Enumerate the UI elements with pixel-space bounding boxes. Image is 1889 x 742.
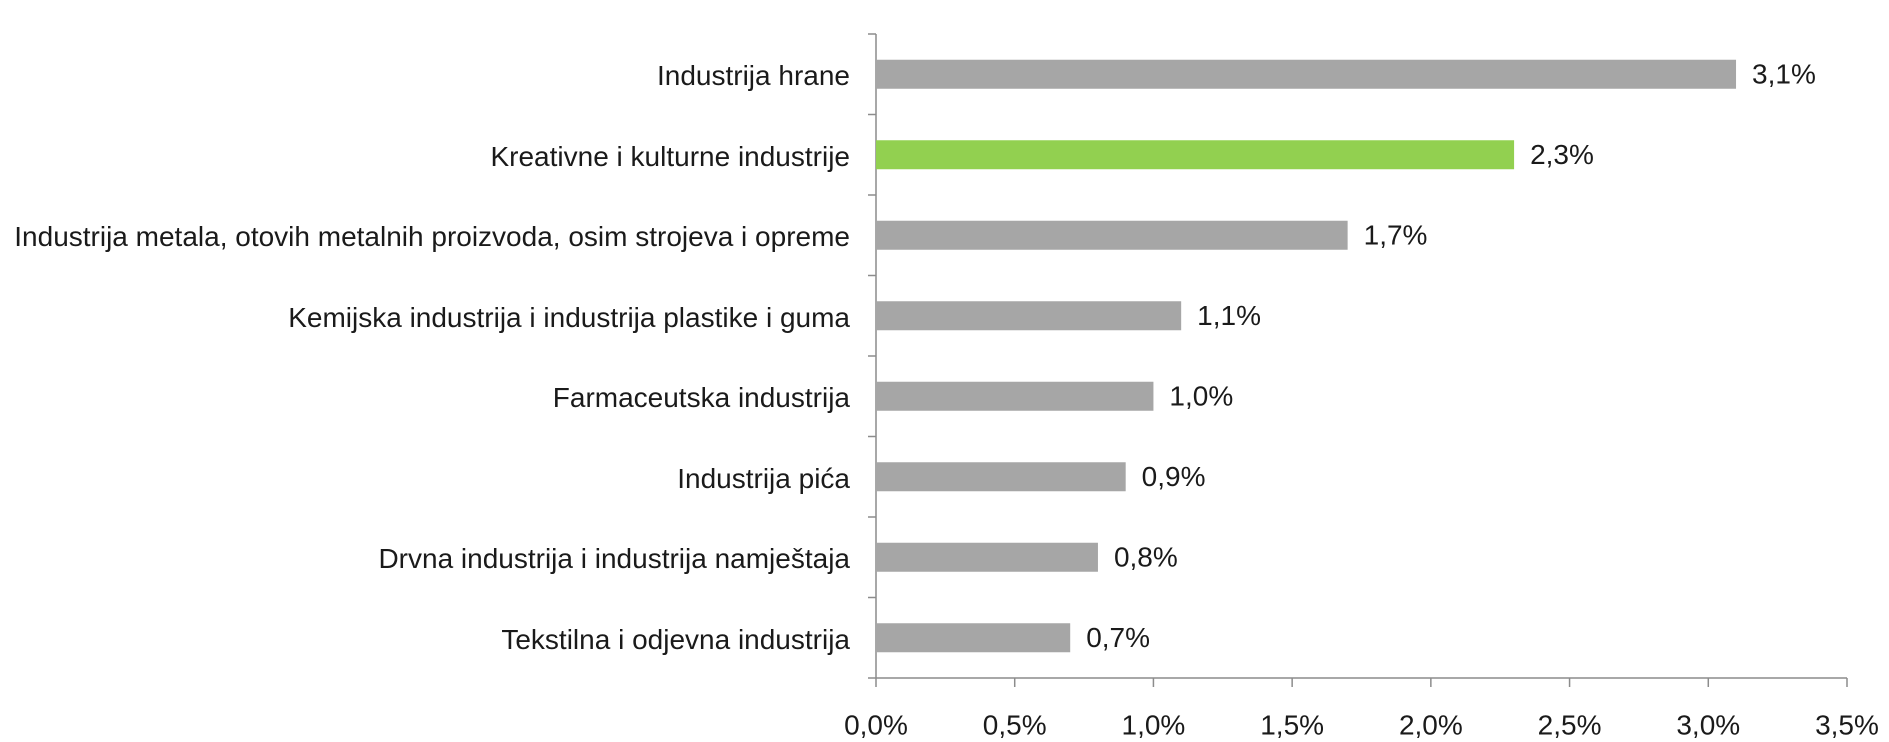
value-label: 0,9% — [1142, 461, 1206, 492]
category-label: Kreativne i kulturne industrije — [490, 140, 850, 172]
bar — [876, 462, 1126, 492]
x-tick-label: 3,5% — [1815, 709, 1879, 740]
category-label: Industrija hrane — [656, 60, 850, 92]
category-label: Drvna industrija i industrija namještaja — [378, 543, 850, 575]
bar — [876, 623, 1071, 653]
category-label: Kemijska industrija i industrija plastik… — [288, 301, 850, 333]
bar — [876, 542, 1098, 572]
value-label: 1,1% — [1197, 300, 1261, 331]
category-label: Tekstilna i odjevna industrija — [501, 623, 850, 655]
value-label: 2,3% — [1530, 139, 1594, 170]
x-tick-label: 2,5% — [1538, 709, 1602, 740]
value-label: 3,1% — [1752, 59, 1816, 90]
category-label: Farmaceutska industrija — [552, 382, 850, 414]
bar — [876, 140, 1515, 170]
x-tick-label: 1,5% — [1260, 709, 1324, 740]
bar — [876, 301, 1182, 331]
x-tick-label: 0,0% — [844, 709, 908, 740]
x-tick-label: 0,5% — [983, 709, 1047, 740]
value-label: 1,0% — [1169, 381, 1233, 412]
value-label: 0,8% — [1114, 542, 1178, 573]
category-label: Industrija pića — [677, 462, 850, 494]
value-label: 0,7% — [1086, 622, 1150, 653]
category-label: Industrija metala, otovih metalnih proiz… — [14, 221, 850, 253]
bar — [876, 220, 1348, 250]
bar — [876, 59, 1737, 89]
value-label: 1,7% — [1364, 220, 1428, 251]
x-tick-label: 1,0% — [1122, 709, 1186, 740]
x-tick-label: 2,0% — [1399, 709, 1463, 740]
x-tick-label: 3,0% — [1676, 709, 1740, 740]
bar — [876, 381, 1154, 411]
